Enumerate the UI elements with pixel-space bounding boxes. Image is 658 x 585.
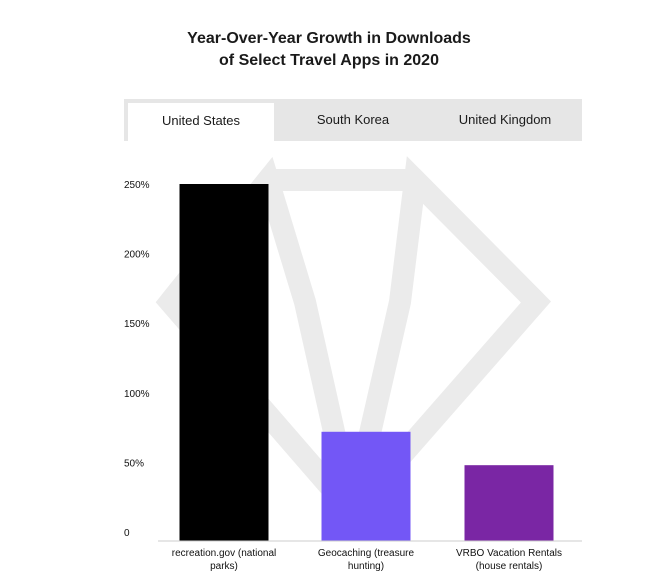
tab-united-states[interactable]: United States (128, 103, 274, 141)
bar[interactable] (464, 465, 554, 541)
x-category-label: recreation.gov (national (172, 548, 277, 559)
x-category-label: parks) (210, 561, 238, 572)
country-tab-bar: United States South Korea United Kingdom (124, 99, 582, 141)
y-tick-label: 250% (124, 180, 150, 191)
y-tick-label: 150% (124, 319, 150, 330)
y-tick-label: 100% (124, 389, 150, 400)
tab-united-kingdom[interactable]: United Kingdom (458, 112, 552, 127)
y-tick-label: 200% (124, 250, 150, 261)
x-category-label: (house rentals) (476, 561, 543, 572)
y-tick-label: 50% (124, 458, 144, 469)
tab-south-korea[interactable]: South Korea (316, 112, 390, 127)
y-tick-label: 0 (124, 528, 130, 539)
chart-title-line-2: of Select Travel Apps in 2020 (219, 52, 439, 69)
x-category-label: Geocaching (treasure (318, 548, 415, 559)
x-category-label: hunting) (348, 561, 384, 572)
chart-title-line-1: Year-Over-Year Growth in Downloads (187, 30, 471, 47)
bar[interactable] (321, 431, 411, 541)
bar[interactable] (179, 184, 269, 541)
x-category-label: VRBO Vacation Rentals (456, 548, 562, 559)
